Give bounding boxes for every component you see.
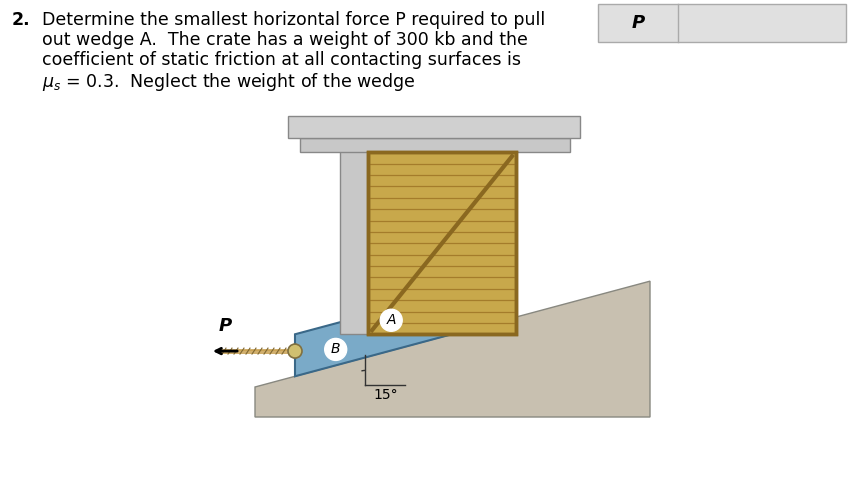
Text: B: B: [331, 342, 340, 356]
Bar: [340, 150, 368, 334]
Circle shape: [288, 344, 302, 358]
Bar: [288, 116, 580, 138]
Text: Determine the smallest horizontal force P required to pull: Determine the smallest horizontal force …: [42, 11, 545, 29]
Text: out wedge A.  The crate has a weight of 300 kb and the: out wedge A. The crate has a weight of 3…: [42, 31, 528, 49]
Text: 2.: 2.: [12, 11, 31, 29]
Bar: [368, 152, 516, 334]
Bar: [598, 4, 846, 42]
Text: $\mu_s$ = 0.3.  Neglect the weight of the wedge: $\mu_s$ = 0.3. Neglect the weight of the…: [42, 71, 416, 93]
Polygon shape: [295, 285, 480, 376]
Polygon shape: [255, 281, 650, 417]
Text: 15°: 15°: [374, 389, 398, 403]
Bar: [300, 138, 570, 152]
Text: coefficient of static friction at all contacting surfaces is: coefficient of static friction at all co…: [42, 51, 521, 69]
Text: A: A: [387, 313, 396, 327]
Text: P: P: [219, 317, 231, 335]
Text: P: P: [632, 14, 644, 32]
Circle shape: [325, 338, 347, 360]
Circle shape: [381, 309, 402, 331]
Bar: [368, 152, 516, 334]
